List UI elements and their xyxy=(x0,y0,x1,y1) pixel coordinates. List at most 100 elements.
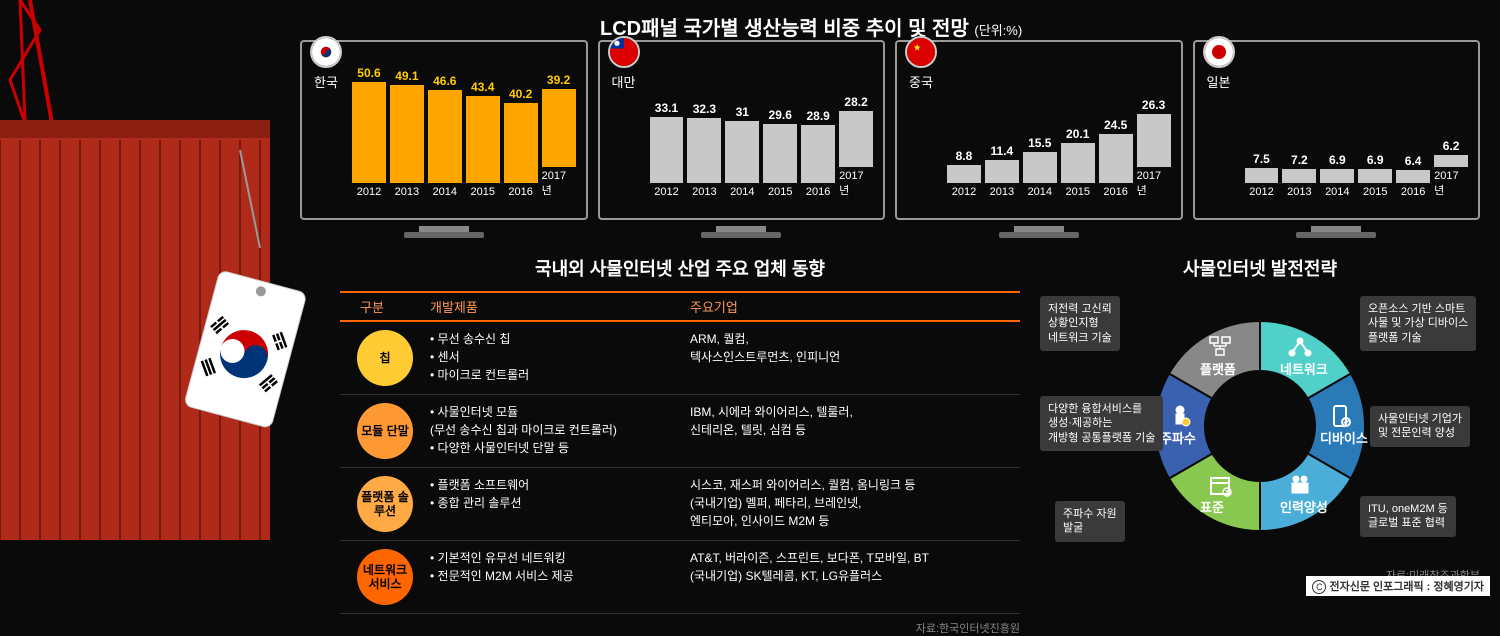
bar-value: 15.5 xyxy=(1028,136,1051,150)
year-label: 2017년 xyxy=(839,170,873,198)
bar-rect xyxy=(428,90,462,183)
bar-value: 32.3 xyxy=(693,102,716,116)
year-label: 2013 xyxy=(990,186,1014,198)
th-products: 개발제품 xyxy=(430,297,690,316)
bar-rect xyxy=(352,82,386,183)
footer-text: 전자신문 인포그래픽 : 정혜영기자 xyxy=(1329,581,1484,593)
bars-area: 33.1 2012 32.3 2013 31 2014 29.6 2015 28… xyxy=(650,78,874,198)
charts-row: 한국 50.6 2012 49.1 2013 46.6 2014 43.4 20… xyxy=(300,40,1480,220)
bar-rect xyxy=(1282,169,1316,183)
bar-col: 40.2 2016 xyxy=(504,87,538,198)
bar-col: 11.4 2013 xyxy=(985,144,1019,198)
bar-value: 28.2 xyxy=(844,95,867,109)
svg-text:★: ★ xyxy=(913,42,921,52)
monitor-frame: 일본 7.5 2012 7.2 2013 6.9 2014 6.9 2015 6… xyxy=(1193,40,1481,220)
flag-icon: ★ xyxy=(905,36,937,68)
monitor-base xyxy=(701,232,781,238)
donut-wrap: 네트워크저전력 고신뢰상황인지형네트워크 기술디바이스오픈소스 기반 스마트사물… xyxy=(1040,291,1480,561)
bar-value: 20.1 xyxy=(1066,127,1089,141)
iot-table-source: 자료:한국인터넷진흥원 xyxy=(340,620,1020,636)
bar-value: 31 xyxy=(736,105,749,119)
bar-col: 39.2 2017년 xyxy=(542,73,576,198)
bar-rect xyxy=(763,124,797,183)
bar-value: 6.4 xyxy=(1405,154,1422,168)
bar-rect xyxy=(504,103,538,183)
platform-icon xyxy=(1208,335,1232,359)
row-badge-cell: 칩 xyxy=(340,330,430,386)
category-badge: 모듈 단말 xyxy=(357,403,413,459)
monitor-base xyxy=(404,232,484,238)
row-companies: IBM, 시에라 와이어리스, 텔룰러,신테리온, 텔릿, 심컴 등 xyxy=(690,403,1020,459)
bar-value: 49.1 xyxy=(395,69,418,83)
table-body: 칩 • 무선 송수신 칩• 센서• 마이크로 컨트롤러 ARM, 퀄컴,텍사스인… xyxy=(340,322,1020,614)
bars-area: 7.5 2012 7.2 2013 6.9 2014 6.9 2015 6.4 … xyxy=(1245,78,1469,198)
th-companies: 주요기업 xyxy=(690,297,1020,316)
bar-col: 8.8 2012 xyxy=(947,149,981,198)
flag-icon xyxy=(310,36,342,68)
donut-segment-label: 플랫폼 xyxy=(1200,359,1236,378)
bars-area: 50.6 2012 49.1 2013 46.6 2014 43.4 2015 … xyxy=(352,78,576,198)
bar-col: 43.4 2015 xyxy=(466,80,500,198)
year-label: 2017년 xyxy=(1434,170,1468,198)
bar-col: 6.2 2017년 xyxy=(1434,139,1468,198)
bar-value: 33.1 xyxy=(655,101,678,115)
category-badge: 네트워크 서비스 xyxy=(357,549,413,605)
row-companies: 시스코, 재스퍼 와이어리스, 퀄컴, 옴니링크 등(국내기업) 멜퍼, 페타리… xyxy=(690,476,1020,532)
row-products: • 사물인터넷 모듈 (무선 송수신 칩과 마이크로 컨트롤러)• 다양한 사물… xyxy=(430,403,690,459)
people-icon xyxy=(1288,473,1312,497)
monitor-base xyxy=(999,232,1079,238)
bar-col: 50.6 2012 xyxy=(352,66,386,198)
bar-col: 7.2 2013 xyxy=(1282,153,1316,198)
bar-rect xyxy=(947,165,981,183)
table-row: 모듈 단말 • 사물인터넷 모듈 (무선 송수신 칩과 마이크로 컨트롤러)• … xyxy=(340,395,1020,468)
container-art xyxy=(0,0,320,560)
year-label: 2017년 xyxy=(1137,170,1171,198)
row-badge-cell: 모듈 단말 xyxy=(340,403,430,459)
year-label: 2014 xyxy=(730,186,754,198)
bar-col: 6.9 2015 xyxy=(1358,153,1392,198)
bar-value: 39.2 xyxy=(547,73,570,87)
row-badge-cell: 네트워크 서비스 xyxy=(340,549,430,605)
category-badge: 플랫폼 솔루션 xyxy=(357,476,413,532)
bar-rect xyxy=(985,160,1019,183)
bar-value: 40.2 xyxy=(509,87,532,101)
bar-value: 7.5 xyxy=(1253,152,1270,166)
device-icon xyxy=(1328,404,1352,428)
country-label: 중국 xyxy=(909,72,933,91)
bar-value: 29.6 xyxy=(769,108,792,122)
footer-credit: C 전자신문 인포그래픽 : 정혜영기자 xyxy=(1306,576,1490,596)
bar-col: 6.9 2014 xyxy=(1320,153,1354,198)
monitor-base xyxy=(1296,232,1376,238)
donut-segment-label: 네트워크 xyxy=(1280,359,1328,378)
bar-col: 20.1 2015 xyxy=(1061,127,1095,198)
bar-value: 7.2 xyxy=(1291,153,1308,167)
year-label: 2012 xyxy=(1249,186,1273,198)
table-header: 구분 개발제품 주요기업 xyxy=(340,291,1020,322)
bar-rect xyxy=(839,111,873,167)
bar-col: 7.5 2012 xyxy=(1245,152,1279,198)
bar-col: 31 2014 xyxy=(725,105,759,198)
bar-rect xyxy=(1245,168,1279,183)
chart-panel-중국: ★ 중국 8.8 2012 11.4 2013 15.5 2014 20.1 2… xyxy=(895,40,1183,220)
category-badge: 칩 xyxy=(357,330,413,386)
calendar-icon xyxy=(1208,473,1232,497)
bar-rect xyxy=(725,121,759,183)
bar-value: 11.4 xyxy=(991,144,1014,158)
bar-col: 49.1 2013 xyxy=(390,69,424,198)
bars-area: 8.8 2012 11.4 2013 15.5 2014 20.1 2015 2… xyxy=(947,78,1171,198)
bar-value: 28.9 xyxy=(806,109,829,123)
bar-col: 26.3 2017년 xyxy=(1137,98,1171,198)
bar-rect xyxy=(466,96,500,183)
bar-rect xyxy=(1358,169,1392,183)
year-label: 2013 xyxy=(395,186,419,198)
bar-rect xyxy=(801,125,835,183)
bar-rect xyxy=(1396,170,1430,183)
bar-value: 50.6 xyxy=(357,66,380,80)
row-products: • 기본적인 유무선 네트워킹• 전문적인 M2M 서비스 제공 xyxy=(430,549,690,605)
donut-desc-box: 오픈소스 기반 스마트사물 및 가상 디바이스플랫폼 기술 xyxy=(1360,296,1476,351)
row-badge-cell: 플랫폼 솔루션 xyxy=(340,476,430,532)
donut-desc-box: 사물인터넷 기업가및 전문인력 양성 xyxy=(1370,406,1470,447)
bar-col: 46.6 2014 xyxy=(428,74,462,198)
bar-value: 6.2 xyxy=(1443,139,1460,153)
iot-table-section: 국내외 사물인터넷 산업 주요 업체 동향 구분 개발제품 주요기업 칩 • 무… xyxy=(340,255,1020,636)
